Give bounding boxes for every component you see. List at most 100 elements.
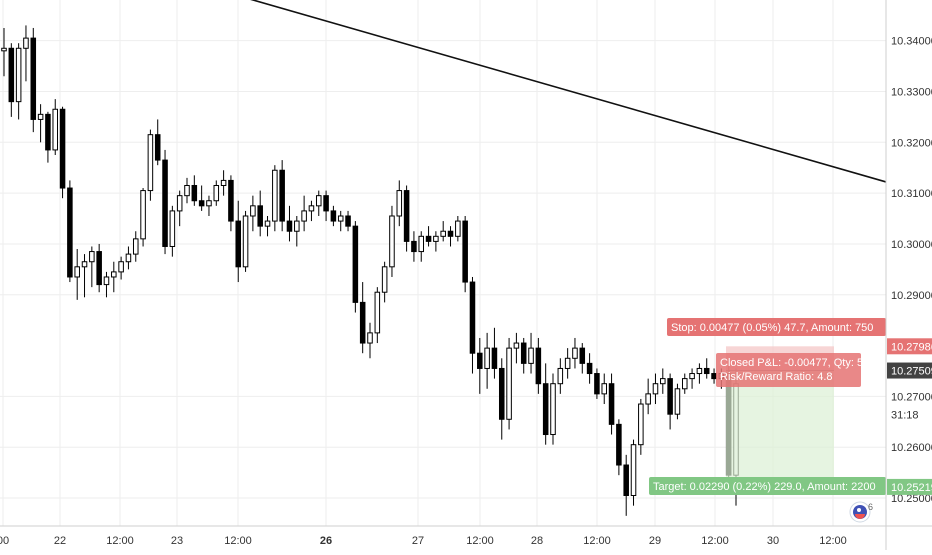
- time-tick-label: 22: [54, 535, 66, 547]
- candle: [557, 358, 564, 394]
- candle: [572, 337, 578, 369]
- candle: [403, 185, 410, 252]
- price-tick-label: 10.32000: [891, 137, 932, 149]
- candle: [169, 205, 176, 257]
- time-tick-label: 29: [649, 535, 661, 547]
- candle: [264, 215, 271, 237]
- candle: [498, 358, 505, 440]
- candle: [528, 332, 534, 374]
- stop-info-label: Stop: 0.00477 (0.05%) 47.7, Amount: 750: [671, 322, 873, 334]
- candle: [228, 175, 234, 232]
- target-info-label: Target: 0.02290 (0.22%) 229.0, Amount: 2…: [653, 481, 876, 493]
- candle: [696, 363, 703, 384]
- price-tick-label: 10.26000: [891, 442, 932, 454]
- candle: [425, 226, 432, 247]
- candle: [52, 99, 59, 156]
- candle: [315, 190, 322, 216]
- candle: [367, 322, 373, 359]
- candle: [8, 43, 15, 117]
- candle: [652, 373, 659, 405]
- candle: [623, 454, 629, 516]
- candle: [162, 149, 168, 255]
- time-tick-label: 30: [767, 535, 779, 547]
- candle: [330, 205, 337, 227]
- candle: [272, 165, 278, 232]
- candle: [147, 129, 154, 201]
- time-tick-label: 12:00: [224, 535, 252, 547]
- candle: [235, 200, 242, 283]
- time-axis[interactable]: 00 22 12:00 23 12:00 26 27 12:00 28 12:00 29 12:00 3…: [0, 525, 932, 547]
- target-info-label-bg: [649, 477, 886, 495]
- candle: [74, 249, 80, 300]
- candle: [242, 210, 249, 272]
- candle: [630, 439, 637, 506]
- candle: [447, 226, 454, 247]
- candle: [381, 261, 388, 303]
- logo-badge-count: 6: [868, 502, 873, 512]
- candle: [81, 254, 88, 298]
- candle: [594, 368, 600, 399]
- time-tick-label: 27: [412, 535, 424, 547]
- candle: [550, 373, 556, 445]
- target-price-badge: 10.25219: [891, 482, 932, 494]
- candle: [337, 210, 344, 232]
- candlestick-series: [1, 25, 739, 516]
- candle: [184, 177, 190, 204]
- time-tick-label: 28: [531, 535, 543, 547]
- candle: [308, 200, 315, 222]
- price-tick-label: 10.31000: [891, 188, 932, 200]
- candle: [506, 337, 512, 430]
- candle: [601, 373, 608, 405]
- candle: [15, 43, 22, 120]
- candle: [140, 188, 146, 247]
- candle: [154, 119, 161, 166]
- candle: [389, 205, 395, 277]
- price-tick-label: 10.29000: [891, 290, 932, 302]
- time-tick-label: 12:00: [583, 535, 611, 547]
- current-price-badge: 10.27509: [891, 366, 932, 378]
- target-price-badge-bg: [887, 478, 932, 495]
- time-tick-label: 26: [320, 535, 332, 547]
- candle: [23, 25, 29, 82]
- candle: [462, 215, 468, 293]
- candle: [111, 261, 117, 293]
- candle: [294, 215, 300, 247]
- candle: [352, 221, 359, 313]
- pnl-info-label-bg: [716, 353, 861, 387]
- time-tick-label: 00: [0, 535, 9, 547]
- candle: [491, 327, 498, 379]
- price-tick-label: 10.30000: [891, 239, 932, 251]
- trend-line[interactable]: [177, 0, 887, 183]
- candle: [67, 180, 73, 283]
- stop-info-label-bg: [667, 318, 886, 336]
- broker-logo-icon[interactable]: [849, 501, 871, 523]
- candle: [374, 287, 381, 344]
- candle: [586, 353, 593, 384]
- position-tool[interactable]: Stop: 0.00477 (0.05%) 47.7, Amount: 750 …: [649, 318, 888, 495]
- candle: [418, 231, 425, 262]
- candle: [301, 195, 307, 232]
- candle: [411, 231, 417, 262]
- candle: [681, 373, 688, 394]
- target-zone[interactable]: [726, 370, 834, 487]
- candle: [469, 276, 476, 374]
- risk-reward-label: Risk/Reward Ratio: 4.8: [720, 371, 833, 383]
- candle: [257, 190, 263, 237]
- bar-countdown: 31:18: [891, 410, 919, 422]
- price-tick-label: 10.33000: [891, 86, 932, 98]
- candle: [359, 282, 366, 354]
- price-axis[interactable]: 10.34000 10.33000 10.32000 10.31000 10.30000…: [885, 0, 932, 550]
- candle: [608, 373, 615, 435]
- candle: [345, 210, 351, 232]
- candle: [645, 378, 651, 415]
- candle: [220, 170, 227, 196]
- candle: [279, 160, 285, 232]
- candle: [513, 332, 520, 364]
- candle: [118, 256, 124, 280]
- candle: [89, 246, 95, 288]
- candle: [59, 106, 66, 199]
- price-tick-label: 10.27000: [891, 391, 932, 403]
- candle: [176, 190, 183, 227]
